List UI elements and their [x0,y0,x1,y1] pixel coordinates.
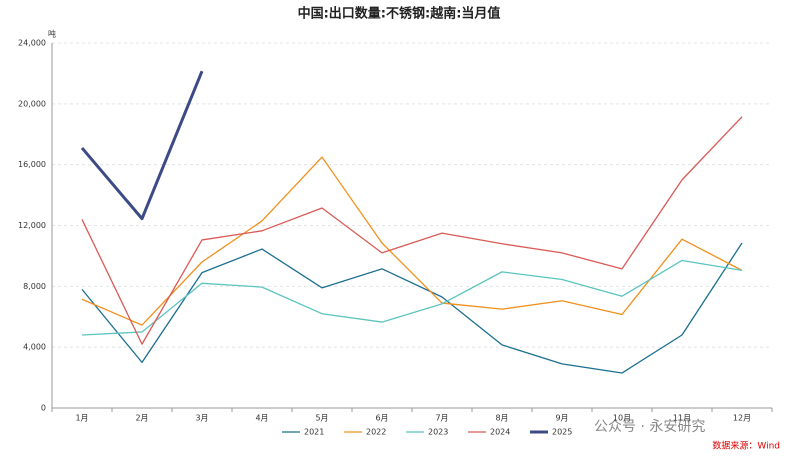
series-line [81,116,743,345]
legend-label: 2022 [366,428,386,437]
x-tick-label: 1月 [75,414,88,423]
chart-title: 中国:出口数量:不锈钢:越南:当月值 [298,6,501,22]
legend-label: 2024 [490,428,510,437]
x-tick-label: 12月 [733,414,751,423]
x-tick-label: 2月 [135,414,148,423]
watermark: 公众号 · 永安研究 [594,419,705,435]
x-tick-label: 4月 [255,414,268,423]
y-tick-label: 8,000 [23,282,46,291]
x-tick-label: 11月 [673,414,691,423]
x-tick-label: 9月 [555,414,568,423]
y-unit: 吨 [48,29,56,39]
y-tick-label: 20,000 [18,99,46,108]
x-tick-label: 5月 [315,414,328,423]
y-tick-label: 4,000 [23,343,46,352]
y-tick-label: 24,000 [18,39,46,48]
x-tick-label: 10月 [613,414,631,423]
legend-label: 2025 [552,428,572,437]
series-line [80,70,204,221]
x-tick-label: 7月 [435,414,448,423]
series-line [81,259,743,336]
y-tick-label: 12,000 [18,221,46,230]
legend-label: 2021 [304,428,324,437]
x-tick-label: 6月 [375,414,388,423]
series-line [81,242,743,374]
x-tick-label: 3月 [195,414,208,423]
legend-label: 2023 [428,428,448,437]
y-tick-label: 0 [41,404,46,413]
series-line [81,156,743,326]
y-tick-label: 16,000 [18,160,46,169]
source: 数据来源：Wind [712,440,780,452]
x-tick-label: 8月 [495,414,508,423]
